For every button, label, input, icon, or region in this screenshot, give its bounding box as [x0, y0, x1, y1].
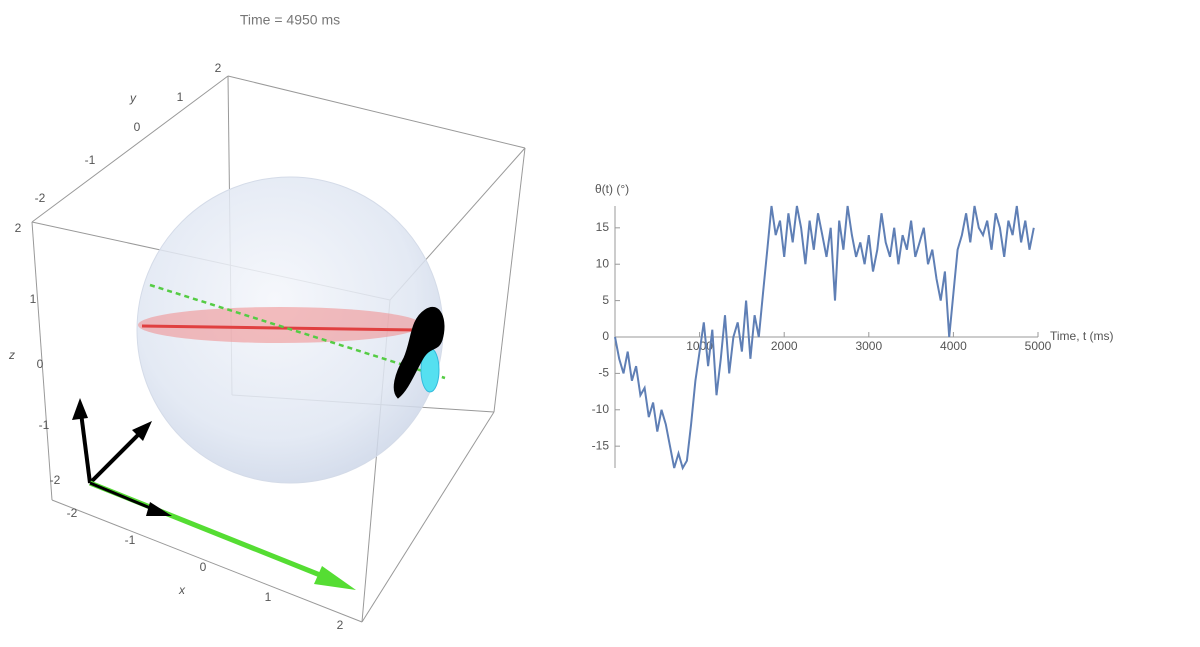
arrow-head: [146, 502, 172, 516]
x-tick-label: 4000: [940, 339, 967, 353]
x-tick-label: 3000: [855, 339, 882, 353]
axis-label-3d: x: [178, 583, 186, 597]
x-axis-label: Time, t (ms): [1050, 329, 1114, 343]
tick-label-3d: 0: [200, 560, 207, 574]
plot-3d-labels: -2 -1 0 1 2 2 1 0 -1 -2 2 1 0 -1 -2 x y z: [8, 61, 344, 632]
tick-label-3d: -2: [35, 191, 46, 205]
cube-edge: [227, 75, 526, 149]
tick-label-3d: -1: [39, 418, 50, 432]
y-tick-label: -15: [592, 438, 610, 452]
tick-label-3d: 0: [134, 120, 141, 134]
y-tick-label: 10: [596, 256, 610, 270]
tick-label-3d: 2: [337, 618, 344, 632]
x-tick-label: 5000: [1025, 339, 1052, 353]
tick-label-3d: -2: [67, 506, 78, 520]
cube-edge: [51, 499, 363, 623]
arrow-head: [132, 421, 152, 441]
axis-arrow: [88, 426, 147, 485]
axis-arrow: [89, 481, 161, 514]
time-title: Time = 4950 ms: [240, 12, 340, 28]
tick-label-3d: -1: [125, 533, 136, 547]
tick-label-3d: 1: [177, 90, 184, 104]
tick-label-3d: 2: [15, 221, 22, 235]
arrow-head: [314, 566, 356, 590]
tick-label-3d: 0: [37, 357, 44, 371]
tick-label-3d: -2: [50, 473, 61, 487]
plot-3d: [31, 75, 526, 623]
cube-edge: [493, 147, 526, 413]
cube-edge: [31, 75, 229, 223]
tick-label-3d: 1: [30, 292, 37, 306]
cube-edge: [31, 221, 53, 501]
y-tick-label: -10: [592, 402, 610, 416]
tick-label-3d: 1: [265, 590, 272, 604]
series-line: [614, 205, 1035, 471]
red-line: [141, 324, 419, 332]
y-tick-label: -5: [598, 366, 609, 380]
y-tick-label: 0: [602, 329, 609, 343]
axis-label-3d: y: [129, 91, 137, 105]
cube-edge: [361, 411, 495, 623]
black-trace: [393, 307, 445, 399]
y-tick-label: 15: [596, 220, 610, 234]
tick-label-3d: -1: [85, 153, 96, 167]
arrow-head: [72, 398, 88, 420]
green-dashed-axis: [149, 283, 446, 380]
y-tick-label: 5: [602, 293, 609, 307]
axis-label-3d: z: [8, 348, 15, 362]
tick-label-3d: 2: [215, 61, 222, 75]
x-tick-label: 2000: [771, 339, 798, 353]
y-axis-label: θ(t) (°): [595, 182, 629, 196]
